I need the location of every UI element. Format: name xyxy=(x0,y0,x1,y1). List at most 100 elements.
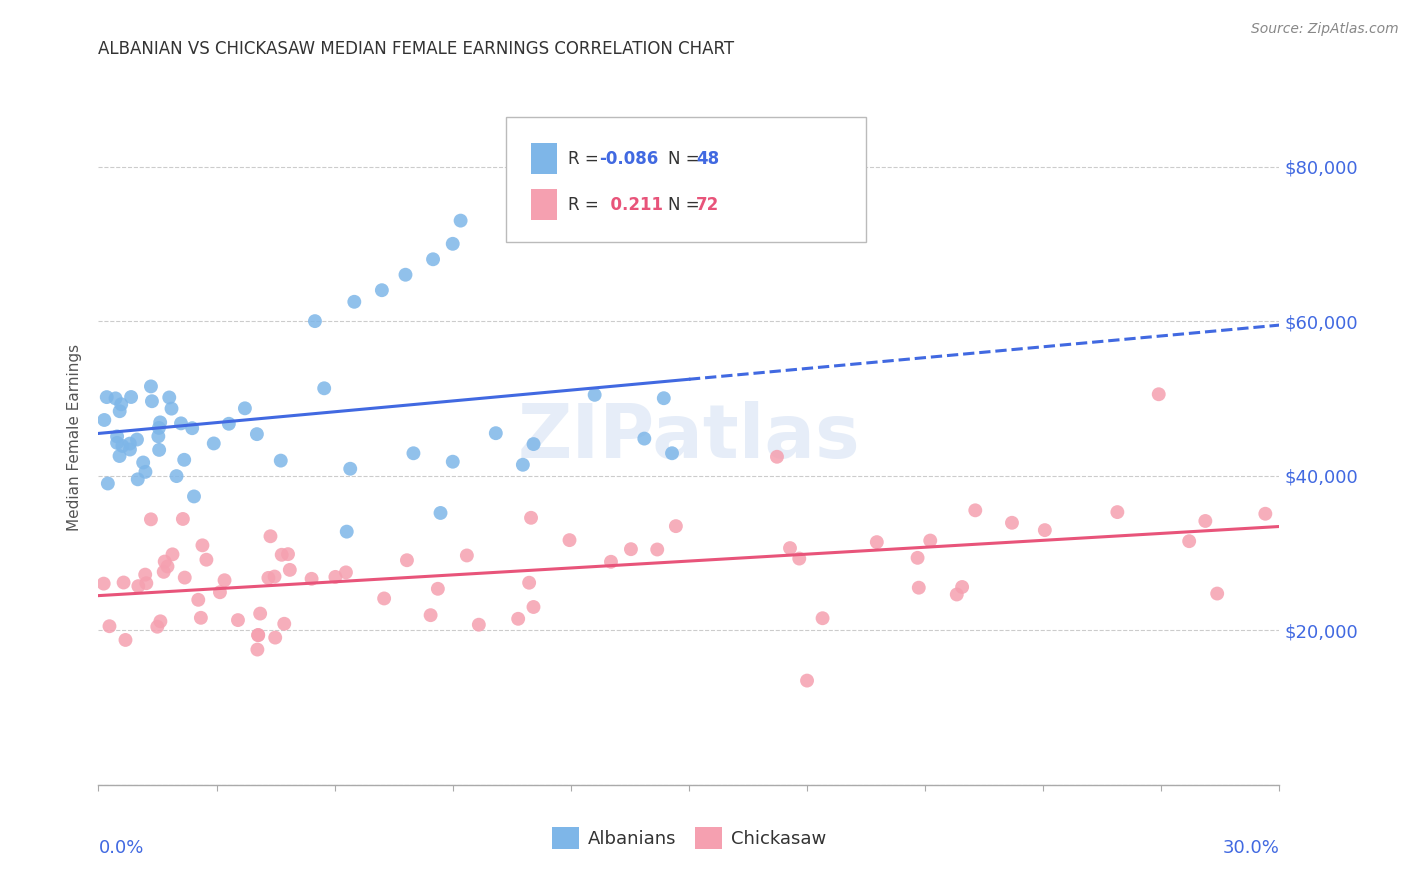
Point xyxy=(108,404,131,418)
Point xyxy=(652,391,675,405)
Point xyxy=(166,469,188,483)
Point xyxy=(811,611,834,625)
Point xyxy=(907,581,929,595)
Point xyxy=(135,576,157,591)
Point xyxy=(246,642,269,657)
Point xyxy=(371,283,394,297)
Point xyxy=(249,607,271,621)
Point xyxy=(301,572,323,586)
Point xyxy=(134,465,156,479)
Point xyxy=(157,391,180,405)
Point xyxy=(152,565,174,579)
Point xyxy=(1178,534,1201,549)
Point xyxy=(97,476,120,491)
Point xyxy=(111,439,134,453)
Point xyxy=(125,433,148,447)
Point xyxy=(512,458,534,472)
Point xyxy=(600,555,623,569)
Point xyxy=(520,510,543,524)
Point xyxy=(273,616,295,631)
Point xyxy=(441,236,464,251)
Point xyxy=(218,417,240,431)
Point xyxy=(965,503,987,517)
Point xyxy=(270,453,292,467)
Point xyxy=(633,432,655,446)
FancyBboxPatch shape xyxy=(506,117,866,243)
Point xyxy=(645,542,668,557)
Point xyxy=(468,617,491,632)
Point xyxy=(153,555,176,569)
Point xyxy=(558,533,581,548)
Point xyxy=(336,524,359,539)
Point xyxy=(93,413,115,427)
Point xyxy=(314,381,336,395)
Point xyxy=(665,519,688,533)
Text: -0.086: -0.086 xyxy=(599,150,658,168)
Point xyxy=(373,591,395,606)
Point xyxy=(920,533,942,548)
Text: 30.0%: 30.0% xyxy=(1223,839,1279,857)
Point xyxy=(127,472,149,486)
Point xyxy=(270,548,292,562)
Point xyxy=(796,673,818,688)
Point xyxy=(96,390,118,404)
Point xyxy=(508,612,530,626)
Point xyxy=(257,571,280,585)
Point xyxy=(522,437,544,451)
Point xyxy=(104,392,127,406)
Point xyxy=(422,252,444,267)
Point xyxy=(766,450,789,464)
Point xyxy=(263,569,285,583)
Point xyxy=(139,379,162,393)
Point xyxy=(173,452,195,467)
Point xyxy=(114,632,136,647)
Point xyxy=(945,587,967,601)
Point xyxy=(98,619,121,633)
Point xyxy=(779,541,801,555)
Point xyxy=(149,416,172,430)
Point xyxy=(950,580,973,594)
Point xyxy=(787,551,810,566)
Point xyxy=(148,442,170,457)
Point xyxy=(162,547,184,561)
Point xyxy=(148,421,170,435)
Point xyxy=(247,628,270,642)
Point xyxy=(259,529,281,543)
Point xyxy=(105,429,128,443)
Point xyxy=(191,538,214,552)
Text: ALBANIAN VS CHICKASAW MEDIAN FEMALE EARNINGS CORRELATION CHART: ALBANIAN VS CHICKASAW MEDIAN FEMALE EARN… xyxy=(98,40,734,58)
Point xyxy=(907,550,929,565)
Point xyxy=(419,608,441,623)
Point xyxy=(264,631,287,645)
Legend: Albanians, Chickasaw: Albanians, Chickasaw xyxy=(544,820,834,856)
Point xyxy=(1147,387,1170,401)
Text: R =: R = xyxy=(568,195,605,214)
Text: 72: 72 xyxy=(696,195,720,214)
Point xyxy=(278,563,301,577)
Point xyxy=(402,446,425,460)
Point xyxy=(661,446,683,460)
Point xyxy=(149,615,172,629)
Point xyxy=(110,397,132,411)
Point xyxy=(195,552,218,566)
Point xyxy=(339,462,361,476)
Text: 48: 48 xyxy=(696,150,718,168)
Point xyxy=(183,490,205,504)
Point xyxy=(395,553,418,567)
Point xyxy=(214,573,236,587)
Point xyxy=(1033,523,1056,537)
Point xyxy=(118,442,141,457)
Point xyxy=(304,314,326,328)
Point xyxy=(583,388,606,402)
Point xyxy=(485,426,508,441)
Point xyxy=(1107,505,1129,519)
Point xyxy=(1254,507,1277,521)
Point xyxy=(522,599,544,614)
Point xyxy=(118,436,141,450)
Text: R =: R = xyxy=(568,150,605,168)
Y-axis label: Median Female Earnings: Median Female Earnings xyxy=(67,343,83,531)
Point xyxy=(172,512,194,526)
Point xyxy=(620,542,643,557)
Point xyxy=(134,567,156,582)
Point xyxy=(148,429,170,443)
